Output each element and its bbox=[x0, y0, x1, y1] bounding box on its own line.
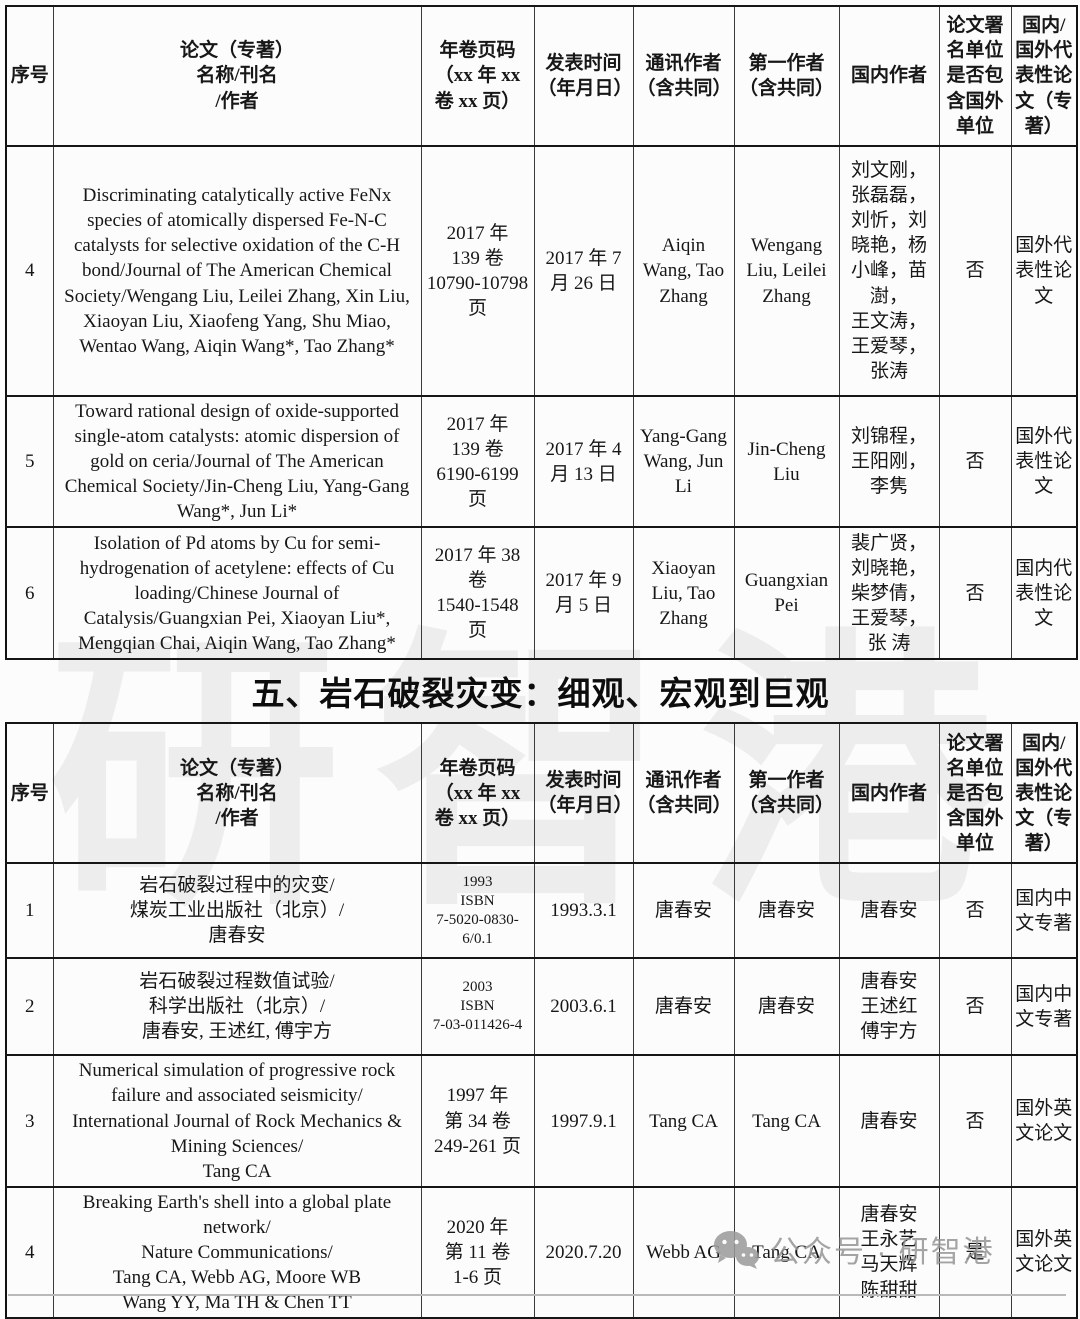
column-header-corresponding: 通讯作者 （含共同） bbox=[632, 5, 735, 147]
column-header-title: 论文（专著） 名称/刊名 /作者 bbox=[52, 5, 422, 147]
cell-foreign-unit: 否 bbox=[938, 394, 1012, 529]
cell-first-author: 唐春安 bbox=[733, 862, 840, 960]
partial-row-line bbox=[8, 1294, 1066, 1296]
cell-corresponding: Aiqin Wang, Tao Zhang bbox=[632, 145, 735, 397]
cell-domestic-authors: 刘锦程，王阳刚，李隽 bbox=[838, 394, 940, 529]
column-header-representative: 国内/ 国外代 表性论 文（专 著） bbox=[1010, 5, 1078, 147]
cell-seq: 6 bbox=[5, 526, 54, 661]
cell-foreign-unit: 否 bbox=[938, 957, 1012, 1057]
column-header-date: 发表时间 （年月日） bbox=[533, 5, 634, 147]
cell-domestic-authors: 裴广贤，刘晓艳，柴梦倩，王爱琴，张 涛 bbox=[838, 526, 940, 661]
column-header-vol: 年卷页码 （xx 年 xx 卷 xx 页） bbox=[420, 5, 535, 147]
cell-title: Isolation of Pd atoms by Cu for semi-hyd… bbox=[52, 526, 422, 661]
cell-first-author: Guangxian Pei bbox=[733, 526, 840, 661]
cell-first-author: Tang CA bbox=[733, 1054, 840, 1188]
table-row: 6 Isolation of Pd atoms by Cu for semi-h… bbox=[5, 526, 1078, 661]
cell-date: 2017 年 4 月 13 日 bbox=[533, 394, 634, 529]
column-header-seq: 序号 bbox=[5, 722, 54, 865]
cell-representative: 国外代表性论文 bbox=[1010, 145, 1078, 397]
column-header-title: 论文（专著） 名称/刊名 /作者 bbox=[52, 722, 422, 865]
cell-vol: 2017 年 139 卷 10790-10798 页 bbox=[420, 145, 535, 397]
cell-foreign-unit: 否 bbox=[938, 145, 1012, 397]
column-header-seq: 序号 bbox=[5, 5, 54, 147]
column-header-date: 发表时间 （年月日） bbox=[533, 722, 634, 865]
table-header-row: 序号 论文（专著） 名称/刊名 /作者 年卷页码 （xx 年 xx 卷 xx 页… bbox=[5, 722, 1078, 865]
cell-seq: 3 bbox=[5, 1054, 54, 1188]
cell-corresponding: Xiaoyan Liu, Tao Zhang bbox=[632, 526, 735, 661]
cell-title: Toward rational design of oxide-supporte… bbox=[52, 394, 422, 529]
cell-title: 岩石破裂过程中的灾变/ 煤炭工业出版社（北京）/ 唐春安 bbox=[52, 862, 422, 960]
cell-vol: 2017 年 38 卷 1540-1548 页 bbox=[420, 526, 535, 661]
cell-corresponding: Yang-Gang Wang, Jun Li bbox=[632, 394, 735, 529]
table-row: 2 岩石破裂过程数值试验/ 科学出版社（北京）/ 唐春安, 王述红, 傅宇方 2… bbox=[5, 957, 1078, 1057]
cell-domestic-authors: 唐春安 bbox=[838, 1054, 940, 1188]
cell-foreign-unit: 否 bbox=[938, 526, 1012, 661]
cell-domestic-authors: 刘文刚，张磊磊，刘忻，刘晓艳，杨小峰，苗澍， 王文涛，王爱琴，张涛 bbox=[838, 145, 940, 397]
column-header-corresponding: 通讯作者 （含共同） bbox=[632, 722, 735, 865]
cell-first-author: Wengang Liu, Leilei Zhang bbox=[733, 145, 840, 397]
cell-representative: 国内中文专著 bbox=[1010, 957, 1078, 1057]
cell-date: 2020.7.20 bbox=[533, 1185, 634, 1319]
cell-corresponding: Tang CA bbox=[632, 1054, 735, 1188]
table-row: 4 Discriminating catalytically active Fe… bbox=[5, 145, 1078, 397]
table-row: 5 Toward rational design of oxide-suppor… bbox=[5, 394, 1078, 529]
cell-foreign-unit: 否 bbox=[938, 862, 1012, 960]
cell-seq: 1 bbox=[5, 862, 54, 960]
cell-seq: 2 bbox=[5, 957, 54, 1057]
column-header-foreign-unit: 论文署 名单位 是否包 含国外 单位 bbox=[938, 5, 1012, 147]
cell-corresponding: 唐春安 bbox=[632, 862, 735, 960]
cell-representative: 国内中文专著 bbox=[1010, 862, 1078, 960]
cell-date: 2017 年 9 月 5 日 bbox=[533, 526, 634, 661]
cell-representative: 国外代表性论文 bbox=[1010, 394, 1078, 529]
column-header-foreign-unit: 论文署 名单位 是否包 含国外 单位 bbox=[938, 722, 1012, 865]
cell-vol: 2020 年 第 11 卷 1-6 页 bbox=[420, 1185, 535, 1319]
table-row: 3 Numerical simulation of progressive ro… bbox=[5, 1054, 1078, 1188]
cell-domestic-authors: 唐春安 王述红 傅宇方 bbox=[838, 957, 940, 1057]
wechat-watermark-text: 公众号 · 研智港 bbox=[770, 1236, 995, 1269]
cell-representative: 国外英文论文 bbox=[1010, 1054, 1078, 1188]
cell-vol: 2017 年 139 卷 6190-6199 页 bbox=[420, 394, 535, 529]
cell-vol: 1997 年 第 34 卷 249-261 页 bbox=[420, 1054, 535, 1188]
table-row: 1 岩石破裂过程中的灾变/ 煤炭工业出版社（北京）/ 唐春安 1993 ISBN… bbox=[5, 862, 1078, 960]
cell-first-author: Jin-Cheng Liu bbox=[733, 394, 840, 529]
wechat-icon bbox=[712, 1229, 760, 1269]
cell-vol: 1993 ISBN 7-5020-0830-6/0.1 bbox=[420, 862, 535, 960]
section-title: 五、岩石破裂灾变：细观、宏观到巨观 bbox=[251, 675, 830, 713]
column-header-vol: 年卷页码 （xx 年 xx 卷 xx 页） bbox=[420, 722, 535, 865]
cell-title: Numerical simulation of progressive rock… bbox=[52, 1054, 422, 1188]
column-header-domestic-authors: 国内作者 bbox=[838, 722, 940, 865]
cell-domestic-authors: 唐春安 bbox=[838, 862, 940, 960]
cell-corresponding: 唐春安 bbox=[632, 957, 735, 1057]
wechat-watermark-stamp: 公众号 · 研智港 bbox=[712, 1227, 995, 1271]
table-row: 4 Breaking Earth's shell into a global p… bbox=[5, 1185, 1078, 1319]
cell-title: Discriminating catalytically active FeNx… bbox=[52, 145, 422, 397]
cell-first-author: 唐春安 bbox=[733, 957, 840, 1057]
cell-seq: 4 bbox=[5, 1185, 54, 1319]
cell-foreign-unit: 否 bbox=[938, 1054, 1012, 1188]
cell-date: 1997.9.1 bbox=[533, 1054, 634, 1188]
cell-title: Breaking Earth's shell into a global pla… bbox=[52, 1185, 422, 1319]
cell-seq: 4 bbox=[5, 145, 54, 397]
column-header-first-author: 第一作者 （含共同） bbox=[733, 5, 840, 147]
publications-table-rock-failure: 序号 论文（专著） 名称/刊名 /作者 年卷页码 （xx 年 xx 卷 xx 页… bbox=[5, 722, 1078, 1319]
column-header-first-author: 第一作者 （含共同） bbox=[733, 722, 840, 865]
cell-seq: 5 bbox=[5, 394, 54, 529]
cell-vol: 2003 ISBN 7-03-011426-4 bbox=[420, 957, 535, 1057]
cell-foreign-unit: 是 bbox=[938, 1185, 1012, 1319]
publications-table-catalysis: 序号 论文（专著） 名称/刊名 /作者 年卷页码 （xx 年 xx 卷 xx 页… bbox=[5, 5, 1078, 661]
cell-date: 1993.3.1 bbox=[533, 862, 634, 960]
table-header-row: 序号 论文（专著） 名称/刊名 /作者 年卷页码 （xx 年 xx 卷 xx 页… bbox=[5, 5, 1078, 147]
cell-representative: 国外英文论文 bbox=[1010, 1185, 1078, 1319]
cell-title: 岩石破裂过程数值试验/ 科学出版社（北京）/ 唐春安, 王述红, 傅宇方 bbox=[52, 957, 422, 1057]
column-header-representative: 国内/ 国外代 表性论 文（专 著） bbox=[1010, 722, 1078, 865]
cell-date: 2003.6.1 bbox=[533, 957, 634, 1057]
cell-representative: 国内代表性论文 bbox=[1010, 526, 1078, 661]
column-header-domestic-authors: 国内作者 bbox=[838, 5, 940, 147]
cell-date: 2017 年 7 月 26 日 bbox=[533, 145, 634, 397]
